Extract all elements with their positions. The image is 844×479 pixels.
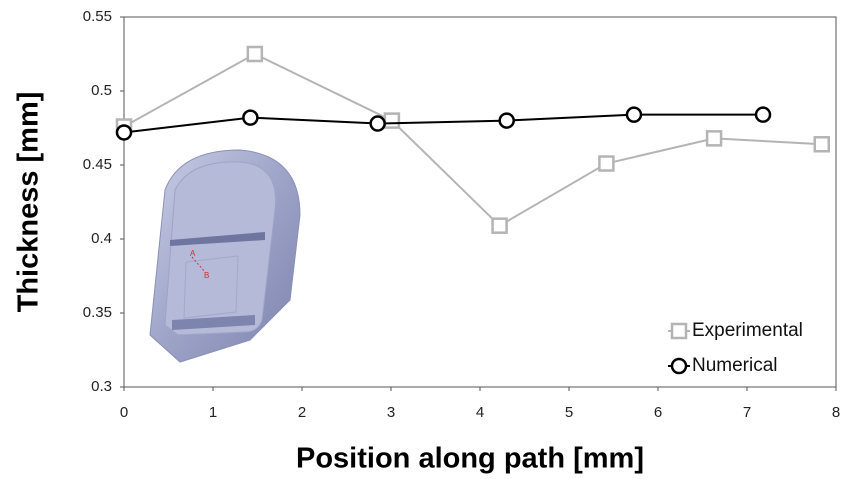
y-tick-label: 0.45	[83, 156, 112, 173]
marker	[815, 137, 829, 151]
x-tick-label: 2	[298, 404, 306, 421]
marker	[500, 114, 514, 128]
y-tick-label: 0.55	[83, 8, 112, 25]
y-tick-label: 0.5	[91, 82, 112, 99]
y-axis-title: Thickness [mm]	[13, 92, 45, 313]
x-tick-label: 1	[209, 404, 217, 421]
marker	[248, 47, 262, 61]
marker	[117, 125, 131, 139]
legend-item: Experimental	[668, 320, 803, 341]
legend-marker	[672, 359, 686, 373]
chart: A B Position along path [mm] Thickness […	[0, 0, 844, 479]
marker	[627, 108, 641, 122]
x-tick-label: 6	[654, 404, 662, 421]
marker	[599, 157, 613, 171]
legend-label: Experimental	[692, 320, 803, 341]
marker	[493, 219, 507, 233]
annotation: B	[204, 271, 209, 280]
x-tick-label: 4	[476, 404, 484, 421]
y-tick-label: 0.4	[91, 230, 112, 247]
x-tick-label: 8	[832, 404, 840, 421]
x-tick-label: 0	[120, 404, 128, 421]
x-tick-label: 7	[743, 404, 751, 421]
marker	[243, 111, 257, 125]
x-axis-title: Position along path [mm]	[296, 443, 644, 475]
legend-label: Numerical	[692, 355, 778, 376]
x-tick-label: 5	[565, 404, 573, 421]
legend-marker	[672, 324, 686, 338]
marker	[371, 117, 385, 131]
part-illustration: A B	[150, 150, 300, 362]
x-tick-label: 3	[387, 404, 395, 421]
series-line	[124, 115, 763, 133]
marker	[756, 108, 770, 122]
marker	[385, 114, 399, 128]
y-tick-label: 0.3	[91, 378, 112, 395]
y-tick-label: 0.35	[83, 304, 112, 321]
marker	[707, 131, 721, 145]
annotation: A	[190, 249, 196, 258]
legend-item: Numerical	[668, 355, 778, 376]
